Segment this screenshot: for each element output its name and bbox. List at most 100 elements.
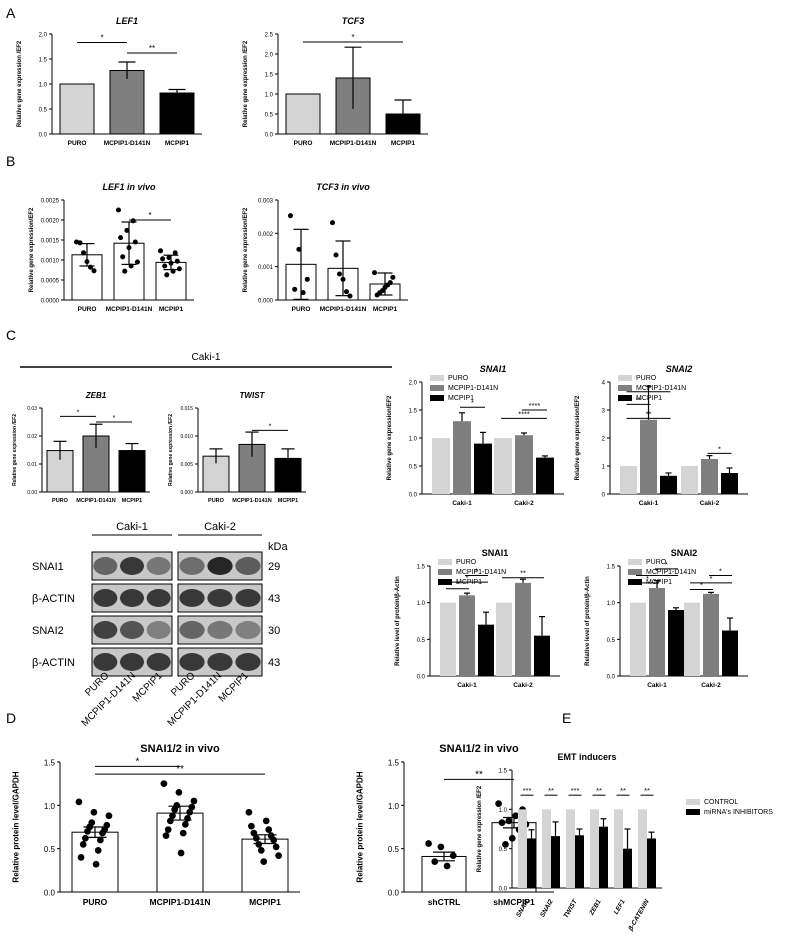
bar: [684, 602, 700, 676]
bar: [721, 473, 738, 494]
significance-label: **: [548, 786, 554, 795]
blot-band: [93, 653, 118, 671]
significance-label: **: [644, 786, 650, 795]
bar: [241, 838, 289, 893]
chart-title: TCF3: [342, 16, 365, 26]
y-tick-label: 1.0: [607, 601, 616, 607]
x-tick-label: MCPIP1-D141N: [106, 306, 153, 313]
blot-band: [207, 653, 233, 671]
data-point: [340, 276, 346, 282]
data-point: [512, 812, 520, 820]
data-point: [128, 263, 134, 269]
data-point: [262, 817, 270, 825]
bar: [515, 435, 533, 494]
bar: [590, 809, 599, 888]
data-point: [171, 806, 178, 814]
x-tick-label: shMCPIP1: [493, 897, 535, 907]
bar: [536, 457, 554, 494]
bar: [159, 92, 195, 135]
bar: [474, 443, 492, 494]
data-point: [188, 803, 196, 811]
significance-label: *: [718, 444, 721, 453]
y-tick-label: 1.0: [39, 83, 48, 89]
x-tick-label: Caki-1: [639, 500, 659, 507]
data-point: [168, 260, 174, 266]
data-point: [245, 808, 253, 816]
bar: [527, 838, 536, 888]
bar: [575, 835, 584, 888]
x-tick-label: MCPIP1: [391, 140, 416, 147]
y-tick-label: 1: [602, 465, 606, 471]
legend-label: MCPIP1: [456, 579, 482, 586]
data-point: [77, 240, 83, 246]
significance-label: **: [620, 786, 626, 795]
y-tick-label: 0.03: [27, 406, 37, 412]
blot-row-label: SNAI2: [32, 625, 64, 637]
y-tick-label: 0.0020: [41, 219, 60, 225]
y-axis-label: Relative gene expression /EF2: [12, 414, 18, 486]
chart-title: SNAI2: [666, 364, 693, 374]
bar: [542, 809, 551, 888]
legend-swatch: [686, 809, 700, 815]
bar: [421, 855, 467, 893]
x-tick-label: Caki-2: [514, 500, 534, 507]
x-tick-label: MCPIP1: [159, 306, 184, 313]
data-point: [175, 788, 183, 796]
chart-title: EMT inducers: [557, 752, 616, 762]
significance-label: *: [647, 383, 650, 392]
data-point: [92, 860, 100, 868]
blot-band: [179, 621, 205, 639]
y-tick-label: 1.5: [417, 565, 426, 571]
bar: [109, 70, 145, 135]
blot-row-label: β-ACTIN: [32, 593, 75, 605]
data-point: [126, 245, 132, 251]
data-point: [164, 272, 170, 278]
blot-band: [120, 589, 144, 607]
significance-label: *: [113, 415, 116, 422]
data-point: [390, 274, 396, 280]
data-point: [115, 207, 122, 213]
chart-title: SNAI1: [482, 548, 509, 558]
y-tick-label: 0.0: [417, 675, 426, 681]
x-tick-label: TWIST: [563, 898, 580, 920]
chart-title: SNAI2: [671, 548, 698, 558]
significance-label: **: [636, 395, 642, 404]
significance-label: ***: [571, 786, 580, 795]
y-tick-label: 0.00: [27, 490, 37, 496]
legend-swatch: [430, 375, 444, 381]
significance-label: *: [77, 409, 80, 416]
y-tick-label: 0.5: [39, 108, 48, 114]
data-point: [265, 826, 273, 833]
blot-band: [120, 653, 144, 671]
x-tick-label: MCPIP1: [165, 140, 190, 147]
blot-band: [93, 621, 118, 639]
blot-band: [235, 589, 261, 607]
legend-swatch: [430, 395, 444, 401]
y-axis-label: Relative gene expression /EF2: [477, 785, 483, 872]
significance-label: *: [710, 574, 713, 583]
blot-band: [146, 621, 171, 639]
significance-label: *: [148, 211, 151, 220]
y-tick-label: 1.0: [388, 802, 400, 811]
y-tick-label: 2.0: [409, 381, 418, 387]
data-point: [120, 254, 126, 260]
x-tick-label: Caki-2: [701, 682, 721, 689]
blot-band: [146, 653, 171, 671]
chart-title: LEF1 in vivo: [102, 182, 156, 192]
data-point: [122, 268, 128, 274]
bar: [478, 624, 494, 676]
panel-label-a: A: [6, 5, 16, 21]
y-tick-label: 0.003: [258, 199, 274, 205]
y-tick-label: 0.0010: [41, 259, 60, 265]
y-tick-label: 0.0: [44, 889, 56, 898]
data-point: [84, 259, 90, 265]
significance-label: **: [149, 44, 155, 53]
bar: [453, 421, 471, 494]
chart-title: TWIST: [240, 391, 266, 400]
chart-e: EMT inducers 0.0 0.5 1.0 1.5 Relative gene ex…: [477, 752, 773, 933]
data-point: [118, 235, 124, 241]
data-point: [255, 840, 263, 848]
x-tick-label: MCPIP1-D141N: [150, 897, 211, 907]
data-point: [374, 292, 380, 298]
